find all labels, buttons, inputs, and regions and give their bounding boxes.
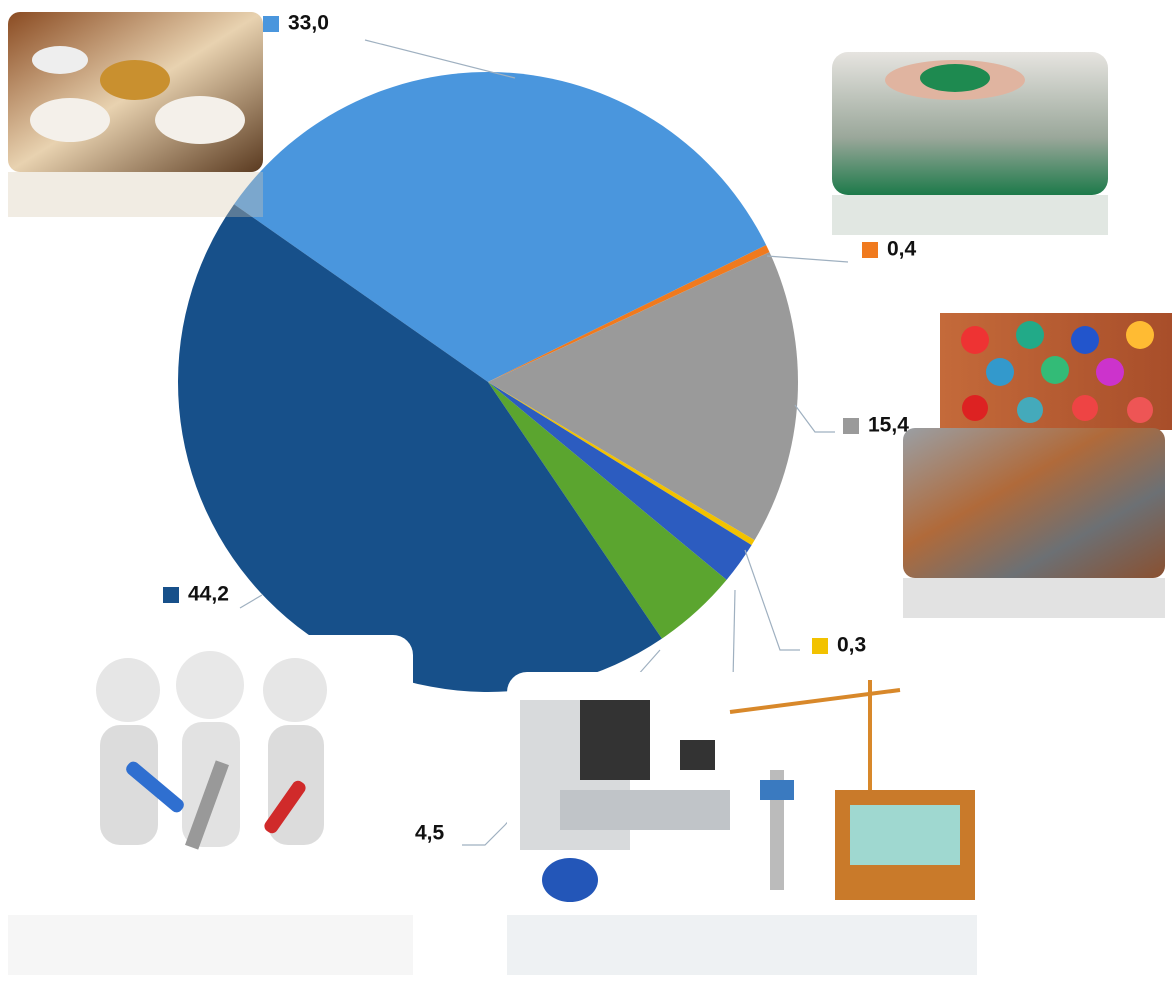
plastic-picture	[832, 52, 1108, 235]
leader-line	[766, 255, 849, 263]
legend-swatch	[812, 638, 828, 654]
legend-swatch	[862, 242, 878, 258]
pie-slice	[234, 72, 767, 382]
metal-picture	[903, 428, 1165, 618]
pie-slice	[488, 382, 752, 580]
pie	[177, 72, 798, 693]
legend-swatch	[163, 587, 179, 603]
data-label: 0,4	[887, 238, 917, 261]
pie-slice	[488, 382, 727, 639]
spools-picture	[940, 313, 1172, 430]
data-label: 44,2	[188, 583, 229, 606]
data-label: 33,0	[288, 12, 329, 35]
leader-line	[794, 404, 835, 433]
pie-slice	[488, 252, 798, 541]
food-picture	[8, 12, 263, 217]
workers-picture	[8, 635, 413, 975]
data-label: 0,3	[837, 634, 866, 657]
data-label: 4,5	[415, 822, 445, 845]
pie-slice	[488, 245, 770, 382]
legend-swatch	[843, 418, 859, 434]
leader-line	[364, 39, 516, 79]
machines-picture	[507, 672, 977, 975]
data-label: 15,4	[868, 414, 909, 437]
leader-line	[239, 594, 263, 609]
pie-slice	[177, 204, 662, 693]
pie-slice	[488, 382, 755, 546]
legend-swatch	[263, 16, 279, 32]
leader-line	[732, 589, 736, 681]
leader-line	[744, 549, 800, 651]
